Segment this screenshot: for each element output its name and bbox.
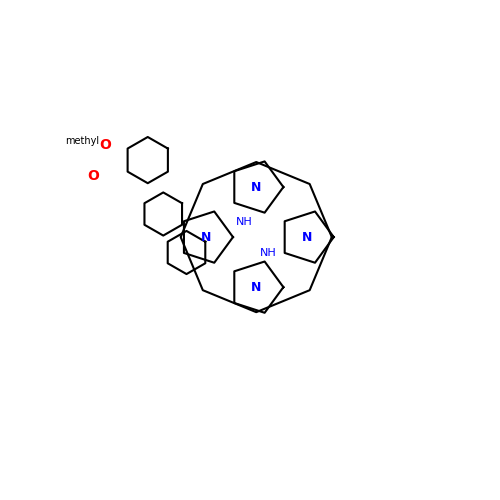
Text: N: N [200, 230, 211, 243]
Text: N: N [302, 230, 312, 243]
Text: N: N [251, 180, 262, 194]
Text: NH: NH [236, 216, 253, 226]
Text: O: O [99, 138, 111, 151]
Text: methyl: methyl [65, 136, 99, 146]
Text: N: N [251, 280, 262, 293]
Text: NH: NH [260, 248, 276, 258]
Text: O: O [88, 168, 100, 182]
